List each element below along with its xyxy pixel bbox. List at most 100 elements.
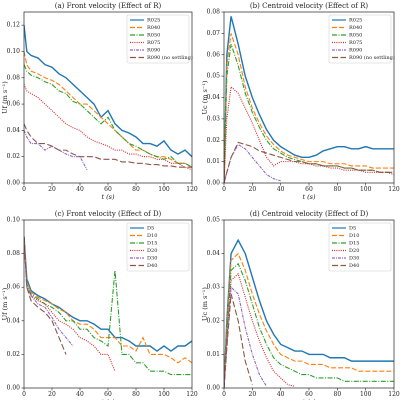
x-tick-label: 40 (277, 391, 285, 398)
legend-label: D40 (349, 263, 359, 269)
y-axis-label: Uf (m s⁻¹) (1, 81, 9, 114)
series-line (24, 123, 192, 168)
y-tick-label: 0.03 (207, 284, 221, 291)
y-tick-label: 0.02 (7, 351, 21, 358)
y-tick-label: 0.02 (207, 137, 221, 144)
y-tick-label: 0.06 (207, 51, 221, 58)
series-line (24, 236, 74, 347)
x-tick-label: 0 (22, 391, 26, 398)
series-line (24, 51, 192, 168)
y-axis-label: Uf (m s⁻¹) (1, 287, 9, 320)
panel-title: (a) Front velocity (Effect of R) (55, 2, 162, 10)
series-line (224, 85, 394, 183)
y-axis-label: Uc (m s⁻¹) (201, 287, 209, 321)
plot-frame (23, 219, 193, 389)
legend-box (328, 14, 392, 64)
y-axis-label: Uc (m s⁻¹) (201, 80, 209, 114)
legend-label: R090 (no settling) (147, 54, 193, 61)
x-axis-label: t (s) (101, 193, 115, 201)
legend-label: R025 (147, 18, 160, 24)
legend-label: R075 (349, 40, 362, 46)
legend-label: R090 (no settling) (349, 54, 395, 61)
x-tick-label: 0 (22, 186, 26, 193)
series-line (224, 293, 253, 388)
x-tick-label: 60 (104, 391, 112, 398)
series-line (224, 262, 394, 388)
series-line (24, 84, 192, 171)
legend-label: D15 (147, 241, 157, 247)
series-line (24, 25, 192, 158)
legend-label: R090 (349, 48, 362, 54)
y-tick-label: 0.07 (207, 30, 221, 37)
x-tick-label: 120 (388, 391, 400, 398)
y-tick-label: 0.00 (207, 180, 221, 187)
series-line (224, 238, 394, 388)
legend-box (126, 14, 190, 64)
y-tick-label: 0.01 (207, 351, 220, 358)
y-tick-label: 0.00 (7, 385, 21, 392)
series-line (24, 236, 192, 364)
x-tick-label: 100 (158, 186, 170, 193)
series-line (24, 236, 116, 372)
x-tick-label: 80 (334, 391, 342, 398)
legend-label: D10 (147, 233, 157, 239)
x-tick-label: 80 (334, 186, 342, 193)
y-tick-label: 0.01 (207, 158, 220, 165)
series-line (224, 252, 394, 388)
y-tick-label: 0.04 (207, 250, 221, 257)
x-tick-label: 0 (222, 391, 226, 398)
series-line (24, 236, 67, 355)
x-tick-label: 60 (305, 186, 313, 193)
y-tick-label: 0.02 (207, 317, 221, 324)
y-tick-label: 0.03 (207, 115, 221, 122)
legend-label: D40 (147, 263, 157, 269)
plot-frame (23, 11, 193, 184)
y-tick-label: 0.10 (7, 48, 21, 55)
x-tick-label: 100 (158, 391, 170, 398)
series-line (224, 16, 394, 183)
x-tick-label: 0 (222, 186, 226, 193)
y-tick-label: 0.05 (207, 217, 221, 224)
legend-label: D30 (349, 256, 359, 262)
plot-frame (223, 11, 395, 184)
y-tick-label: 0.06 (7, 284, 21, 291)
panel-title: (b) Centroid velocity (Effect of R) (250, 2, 368, 10)
legend-label: D5 (349, 226, 356, 232)
y-tick-label: 0.04 (7, 127, 21, 134)
y-tick-label: 0.05 (207, 73, 221, 80)
x-tick-label: 40 (277, 186, 285, 193)
y-tick-label: 0.08 (207, 9, 221, 16)
y-tick-label: 0.06 (7, 101, 21, 108)
legend-label: R050 (147, 33, 160, 39)
x-tick-label: 120 (186, 391, 198, 398)
y-tick-label: 0.00 (207, 385, 221, 392)
series-line (24, 130, 88, 171)
y-tick-label: 0.00 (7, 180, 21, 187)
legend-box (328, 222, 392, 272)
series-line (224, 141, 394, 183)
legend-label: D20 (147, 248, 157, 254)
x-tick-label: 20 (48, 391, 56, 398)
x-tick-label: 60 (104, 186, 112, 193)
x-tick-label: 120 (388, 186, 400, 193)
x-tick-label: 100 (360, 391, 372, 398)
series-line (24, 64, 192, 168)
legend-label: R040 (349, 25, 362, 31)
series-line (24, 236, 192, 352)
y-tick-label: 0.04 (7, 317, 21, 324)
y-tick-label: 0.08 (7, 74, 21, 81)
legend-label: D5 (147, 226, 154, 232)
x-tick-label: 60 (305, 391, 313, 398)
legend-label: R040 (147, 25, 160, 31)
panel-title: (c) Front velocity (Effect of D) (55, 210, 162, 218)
x-axis-label: t (s) (302, 398, 316, 400)
x-tick-label: 20 (249, 186, 257, 193)
legend-label: D15 (349, 241, 359, 247)
x-tick-label: 80 (132, 186, 140, 193)
legend-label: D30 (147, 256, 157, 262)
series-line (224, 143, 281, 183)
y-tick-label: 0.10 (7, 217, 21, 224)
series-line (224, 33, 394, 183)
y-tick-label: 0.08 (7, 250, 21, 257)
